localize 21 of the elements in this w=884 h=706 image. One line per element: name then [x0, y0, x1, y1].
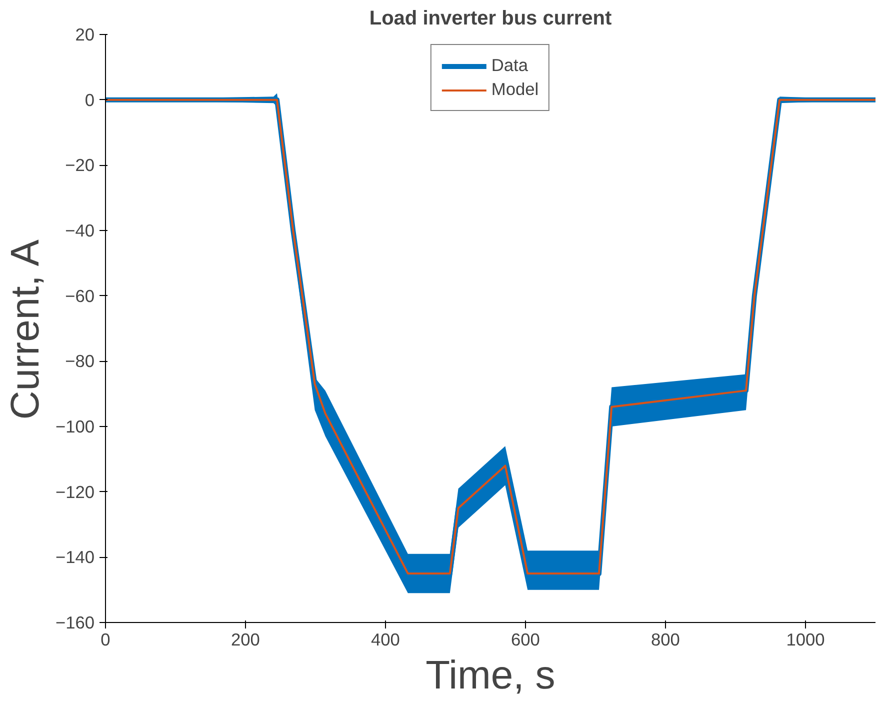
y-tick-label: −100: [55, 416, 94, 436]
x-tick-label: 400: [371, 630, 400, 650]
chart-title: Load inverter bus current: [369, 8, 612, 30]
y-tick-label: −40: [65, 220, 95, 240]
x-tick-label: 800: [651, 630, 680, 650]
legend-label: Data: [491, 55, 528, 76]
y-tick-label: −160: [55, 612, 94, 632]
y-axis-title: Current, A: [3, 239, 48, 420]
x-tick-label: 1000: [786, 630, 825, 650]
x-axis-title: Time, s: [426, 654, 556, 698]
x-tick-label: 200: [231, 630, 260, 650]
y-tick-label: −20: [65, 155, 95, 176]
y-tick-label: −80: [65, 351, 95, 372]
x-tick-label: 0: [100, 630, 110, 650]
y-tick-label: −120: [55, 482, 94, 502]
y-tick-label: −140: [55, 547, 94, 568]
y-tick-label: 0: [84, 90, 95, 110]
y-tick-label: 20: [75, 24, 95, 44]
y-tick-label: −60: [65, 286, 95, 306]
x-tick-label: 600: [511, 630, 540, 650]
legend-label: Model: [491, 79, 539, 100]
